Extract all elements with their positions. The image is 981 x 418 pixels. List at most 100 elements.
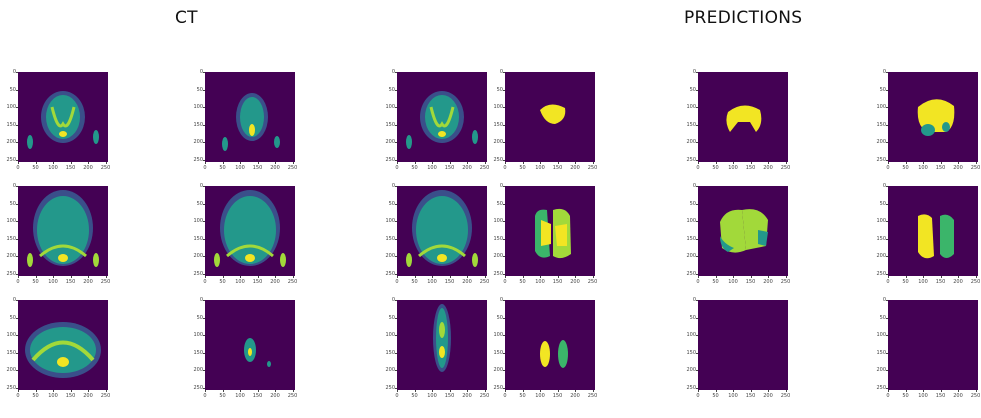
y-tick-label: 250 (493, 270, 503, 277)
image-panel-ct-4 (18, 186, 108, 276)
y-tick-label: 200 (193, 253, 203, 259)
y-tick-label: 50 (496, 200, 503, 207)
x-tick-label: 0 (16, 393, 20, 399)
y-tick-mark (503, 335, 505, 336)
y-tick-mark (16, 159, 18, 161)
image-panel-ct-1 (18, 72, 108, 162)
x-tick-mark (698, 390, 699, 392)
x-tick-label: 200 (83, 165, 93, 171)
x-tick-mark (70, 162, 72, 164)
y-tick-mark (503, 107, 505, 108)
y-tick-mark (503, 203, 505, 205)
x-tick-mark (53, 390, 54, 392)
x-tick-mark (522, 276, 524, 278)
x-tick-mark (257, 162, 259, 164)
x-tick-mark (275, 276, 276, 278)
y-tick-label: 0 (199, 183, 203, 189)
x-tick-mark (467, 276, 468, 278)
x-tick-label: 50 (902, 393, 909, 399)
x-tick-label: 0 (886, 393, 890, 399)
y-tick-mark (203, 124, 205, 126)
x-tick-label: 100 (918, 279, 928, 285)
image-panel-ct-7 (18, 300, 108, 390)
x-tick-mark (557, 390, 559, 392)
x-tick-label: 100 (535, 393, 545, 399)
y-tick-mark (16, 238, 18, 240)
x-tick-mark (467, 390, 468, 392)
y-tick-mark (886, 203, 888, 205)
x-tick-mark (53, 162, 54, 164)
x-tick-mark (240, 162, 241, 164)
x-tick-label: 250 (780, 165, 791, 171)
x-tick-label: 0 (395, 393, 399, 399)
y-tick-label: 50 (496, 86, 503, 93)
x-tick-label: 200 (462, 165, 472, 171)
x-tick-mark (698, 276, 699, 278)
y-tick-label: 0 (882, 297, 886, 303)
ct-header: CT (175, 8, 198, 28)
x-tick-label: 250 (970, 279, 981, 285)
x-tick-mark (35, 390, 37, 392)
x-tick-mark (88, 390, 89, 392)
y-tick-label: 150 (385, 121, 395, 128)
x-tick-label: 150 (552, 165, 563, 171)
x-tick-label: 50 (219, 165, 226, 171)
y-tick-label: 0 (199, 297, 203, 303)
y-tick-mark (696, 273, 698, 275)
x-tick-label: 100 (48, 279, 58, 285)
x-tick-label: 150 (65, 165, 76, 171)
y-tick-label: 50 (689, 86, 696, 93)
x-tick-label: 200 (953, 393, 963, 399)
x-tick-mark (292, 162, 294, 164)
y-tick-label: 0 (391, 183, 395, 189)
x-tick-label: 50 (411, 165, 418, 171)
y-tick-mark (16, 387, 18, 389)
y-tick-mark (16, 317, 18, 319)
x-tick-mark (240, 276, 241, 278)
y-tick-label: 100 (876, 104, 886, 110)
x-tick-mark (432, 276, 433, 278)
y-tick-mark (16, 370, 18, 371)
x-tick-label: 100 (728, 165, 738, 171)
y-tick-label: 250 (876, 384, 886, 391)
y-tick-mark (395, 335, 397, 336)
y-tick-mark (16, 186, 18, 187)
image-panel-pred-3b (888, 300, 978, 390)
y-tick-mark (696, 203, 698, 205)
x-tick-mark (505, 162, 506, 164)
y-tick-mark (886, 89, 888, 91)
x-tick-mark (484, 162, 486, 164)
y-tick-label: 200 (876, 139, 886, 145)
y-tick-mark (16, 352, 18, 354)
y-tick-mark (503, 256, 505, 257)
y-tick-label: 100 (493, 104, 503, 110)
x-tick-mark (35, 162, 37, 164)
y-tick-mark (696, 352, 698, 354)
y-tick-label: 150 (493, 349, 503, 356)
x-tick-label: 0 (696, 165, 700, 171)
x-tick-label: 100 (535, 279, 545, 285)
y-tick-label: 200 (876, 253, 886, 259)
y-tick-label: 150 (686, 349, 696, 356)
x-tick-mark (414, 162, 416, 164)
y-tick-label: 250 (385, 156, 395, 163)
x-tick-mark (923, 276, 924, 278)
y-tick-label: 50 (196, 314, 203, 321)
y-tick-label: 200 (385, 253, 395, 259)
y-tick-mark (696, 256, 698, 257)
y-tick-mark (203, 273, 205, 275)
slice-image (397, 300, 487, 390)
y-tick-mark (886, 335, 888, 336)
y-tick-label: 250 (193, 270, 203, 277)
x-tick-mark (975, 390, 977, 392)
y-tick-label: 50 (196, 200, 203, 207)
x-tick-mark (905, 276, 907, 278)
x-tick-label: 150 (552, 393, 563, 399)
y-tick-label: 100 (686, 104, 696, 110)
x-tick-label: 50 (902, 279, 909, 285)
x-tick-label: 0 (696, 279, 700, 285)
x-tick-label: 50 (712, 393, 719, 399)
y-tick-mark (203, 352, 205, 354)
x-tick-label: 150 (252, 393, 263, 399)
x-tick-label: 200 (763, 393, 773, 399)
